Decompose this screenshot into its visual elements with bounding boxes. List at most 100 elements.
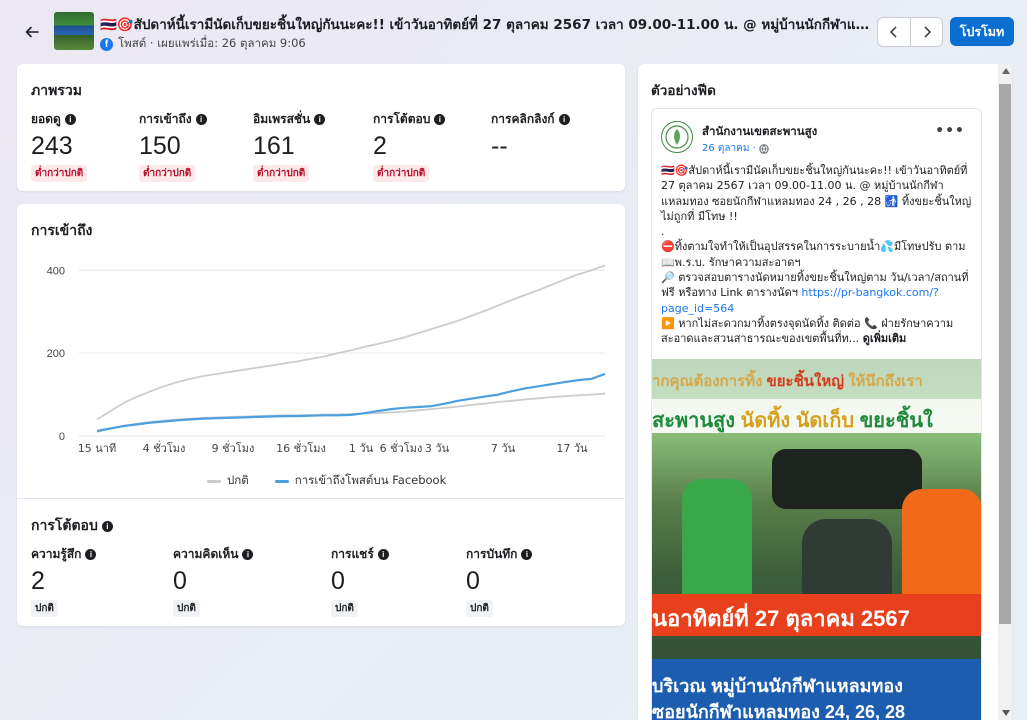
info-icon[interactable]: i xyxy=(558,114,570,125)
metric-value: 0 xyxy=(466,567,480,595)
reach-line-chart: 0 200 400 15 นาที 4 ชั่วโมง 9 ชั่วโมง 16 ชั่วโ… xyxy=(47,264,606,455)
metric-value: 243 xyxy=(31,132,73,160)
scroll-up-icon[interactable] xyxy=(1002,68,1010,74)
info-icon[interactable]: i xyxy=(521,549,533,560)
image-text: นัดทิ้ง นัดเก็บ xyxy=(740,410,855,432)
image-text-line: ซอยนักกีฬาแหลมทอง 24, 26, 28 xyxy=(652,702,905,720)
metric-views: ยอดดู i 243 ต่ำกว่าปกติ xyxy=(31,110,88,182)
x-tick-label: 15 นาที xyxy=(78,442,116,455)
reach-card: การเข้าถึง 0 200 400 15 นาที 4 ชั่วโมง 9 ชั่ว… xyxy=(17,204,625,498)
back-button[interactable] xyxy=(20,20,44,44)
metric-value: -- xyxy=(491,132,508,160)
metric-comments: ความคิดเห็น i 0 ปกติ xyxy=(173,545,254,617)
image-text-line: บริเวณ หมู่บ้านนักกีฬาแหลมทอง xyxy=(652,676,903,696)
x-tick-label: 9 ชั่วโมง xyxy=(212,440,255,455)
post-text-paragraph: ⛔ทิ้งตามใจทำให้เป็นอุปสรรคในการระบายน้ำ💦… xyxy=(661,240,966,269)
y-tick-label: 200 xyxy=(47,348,65,360)
publish-info: โพสต์ · เผยแพร่เมื่อ: 26 ตุลาคม 9:06 xyxy=(118,36,306,50)
metric-label: การแชร์ xyxy=(331,547,374,561)
status-badge: ต่ำกว่าปกติ xyxy=(139,165,196,182)
image-figure xyxy=(902,489,981,609)
info-icon[interactable]: i xyxy=(64,114,76,125)
image-text-line: สะพานสูง นัดทิ้ง นัดเก็บ ขยะชิ้นใ xyxy=(652,404,981,436)
post-image[interactable]: ากคุณต้องการทิ้ง ขยะชิ้นใหญ่ ให้นึกถึงเร… xyxy=(652,359,981,720)
overview-card: ภาพรวม ยอดดู i 243 ต่ำกว่าปกติ การเข้าถึง… xyxy=(17,64,625,191)
x-tick-label: 17 วัน xyxy=(556,442,588,455)
image-text: ากคุณต้องการทิ้ง xyxy=(652,373,763,390)
image-text-line: ากคุณต้องการทิ้ง ขยะชิ้นใหญ่ ให้นึกถึงเร… xyxy=(652,369,981,393)
chevron-left-icon xyxy=(889,26,897,38)
facebook-icon: f xyxy=(100,37,113,51)
page-name[interactable]: สำนักงานเขตสะพานสูง xyxy=(702,124,818,138)
scroll-down-icon[interactable] xyxy=(1002,710,1010,716)
series-line-normal xyxy=(96,264,606,421)
status-badge: ต่ำกว่าปกติ xyxy=(373,165,430,182)
post-date[interactable]: 26 ตุลาคม · xyxy=(702,141,769,156)
x-tick-label: 1 วัน xyxy=(349,442,374,455)
info-icon[interactable]: i xyxy=(314,114,326,125)
post-text-line: 🔎 ตรวจสอบตารางนัดหมายทิ้งขยะชิ้นใหญ่ตาม … xyxy=(661,271,969,300)
image-banner-date xyxy=(652,594,981,636)
metric-value: 2 xyxy=(31,567,45,595)
post-navigation xyxy=(877,17,943,47)
status-badge: ต่ำกว่าปกติ xyxy=(31,165,88,182)
info-icon[interactable]: i xyxy=(377,549,389,560)
metric-label: การคลิกลิงก์ xyxy=(491,112,555,126)
info-icon[interactable]: i xyxy=(101,520,113,532)
back-arrow-icon xyxy=(25,26,39,38)
image-banner-location xyxy=(652,659,981,720)
previous-post-button[interactable] xyxy=(878,18,910,46)
info-icon[interactable]: i xyxy=(195,114,207,125)
globe-icon xyxy=(759,143,769,154)
info-icon[interactable]: i xyxy=(242,549,254,560)
x-tick-label: 3 วัน xyxy=(425,442,450,455)
status-badge: ปกติ xyxy=(31,600,58,617)
metric-label: การโต้ตอบ xyxy=(373,112,431,126)
schedule-link[interactable]: https://pr-bangkok.com/?page_id=564 xyxy=(661,286,939,315)
reach-title: การเข้าถึง xyxy=(31,223,93,239)
image-banner-top xyxy=(652,359,981,399)
feed-preview-title: ตัวอย่างฟีด xyxy=(651,83,716,99)
page-avatar[interactable] xyxy=(661,121,693,153)
metric-link-clicks: การคลิกลิงก์ i -- xyxy=(491,110,570,161)
engagement-title-text: การโต้ตอบ xyxy=(31,518,98,534)
legend-swatch-post-reach xyxy=(274,479,289,483)
next-post-button[interactable] xyxy=(910,18,942,46)
post-date-text: 26 ตุลาคม · xyxy=(702,143,756,154)
legend-item-post-reach[interactable]: การเข้าถึงโพสต์บน Facebook xyxy=(274,472,446,490)
post-thumbnail xyxy=(54,12,94,50)
page-logo-icon xyxy=(665,125,689,149)
info-icon[interactable]: i xyxy=(85,549,97,560)
metric-engagement: การโต้ตอบ i 2 ต่ำกว่าปกติ xyxy=(373,110,446,182)
image-banner-second xyxy=(652,399,981,433)
metric-value: 2 xyxy=(373,132,387,160)
image-text-line: นอาทิตย์ที่ 27 ตุลาคม 2567 xyxy=(652,606,910,631)
metric-label: ความรู้สึก xyxy=(31,547,82,561)
feed-post: สำนักงานเขตสะพานสูง 26 ตุลาคม · ••• 🇹🇭🎯ส… xyxy=(651,108,982,720)
metric-reach: การเข้าถึง i 150 ต่ำกว่าปกติ xyxy=(139,110,207,182)
x-tick-label: 6 ชั่วโมง xyxy=(380,440,423,455)
post-subtitle: f โพสต์ · เผยแพร่เมื่อ: 26 ตุลาคม 9:06 xyxy=(100,35,306,53)
info-icon[interactable]: i xyxy=(434,114,446,125)
image-text: ขยะชิ้นใหญ่ xyxy=(766,373,845,390)
status-badge: ปกติ xyxy=(331,600,358,617)
scrollbar-thumb[interactable] xyxy=(999,84,1011,624)
scrollbar[interactable] xyxy=(998,64,1012,720)
more-options-button[interactable]: ••• xyxy=(935,123,965,139)
post-text-paragraph: 🔎 ตรวจสอบตารางนัดหมายทิ้งขยะชิ้นใหญ่ตาม … xyxy=(661,270,977,316)
y-tick-label: 0 xyxy=(59,431,65,443)
series-line-post-reach xyxy=(96,372,606,433)
metric-label: ความคิดเห็น xyxy=(173,547,239,561)
post-text-line: ▶️ หากไม่สะดวกมาทิ้งตรงจุดนัดทิ้ง ติดต่อ… xyxy=(661,316,954,346)
legend-item-normal[interactable]: ปกติ xyxy=(207,472,249,490)
metric-shares: การแชร์ i 0 ปกติ xyxy=(331,545,389,617)
promote-button[interactable]: โปรโมท xyxy=(950,17,1014,46)
image-figure xyxy=(682,479,752,609)
overview-title: ภาพรวม xyxy=(31,83,82,99)
post-header: 🇹🇭🎯สัปดาห์นี้เรามีนัดเก็บขยะชิ้นใหญ่กันน… xyxy=(0,0,1027,62)
see-more-link[interactable]: ดูเพิ่มเติม xyxy=(862,332,907,346)
post-text-paragraph: . xyxy=(661,225,665,239)
post-text-paragraph: 🇹🇭🎯สัปดาห์นี้เรามีนัดเก็บขยะชิ้นใหญ่กันน… xyxy=(661,164,972,223)
metric-impressions: อิมเพรสชั่น i 161 ต่ำกว่าปกติ xyxy=(253,110,326,182)
metric-value: 0 xyxy=(331,567,345,595)
